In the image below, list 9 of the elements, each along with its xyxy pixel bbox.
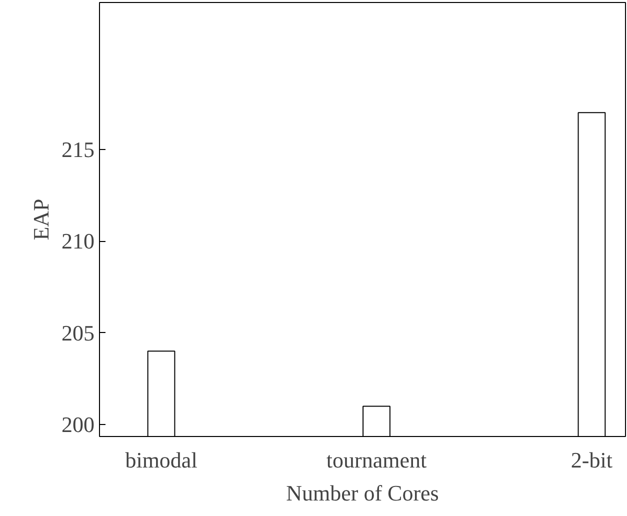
y-axis-title: EAP <box>28 198 54 240</box>
y-tick-label: 200 <box>62 412 94 438</box>
x-axis-title: Number of Cores <box>286 480 439 506</box>
y-tick-label: 205 <box>62 320 94 346</box>
y-tick-label: 210 <box>62 228 94 254</box>
x-tick-label: tournament <box>326 448 427 472</box>
y-tick-label: 215 <box>62 136 94 162</box>
x-tick-label: bimodal <box>125 448 198 472</box>
x-tick-label: 2-bit <box>570 448 612 472</box>
